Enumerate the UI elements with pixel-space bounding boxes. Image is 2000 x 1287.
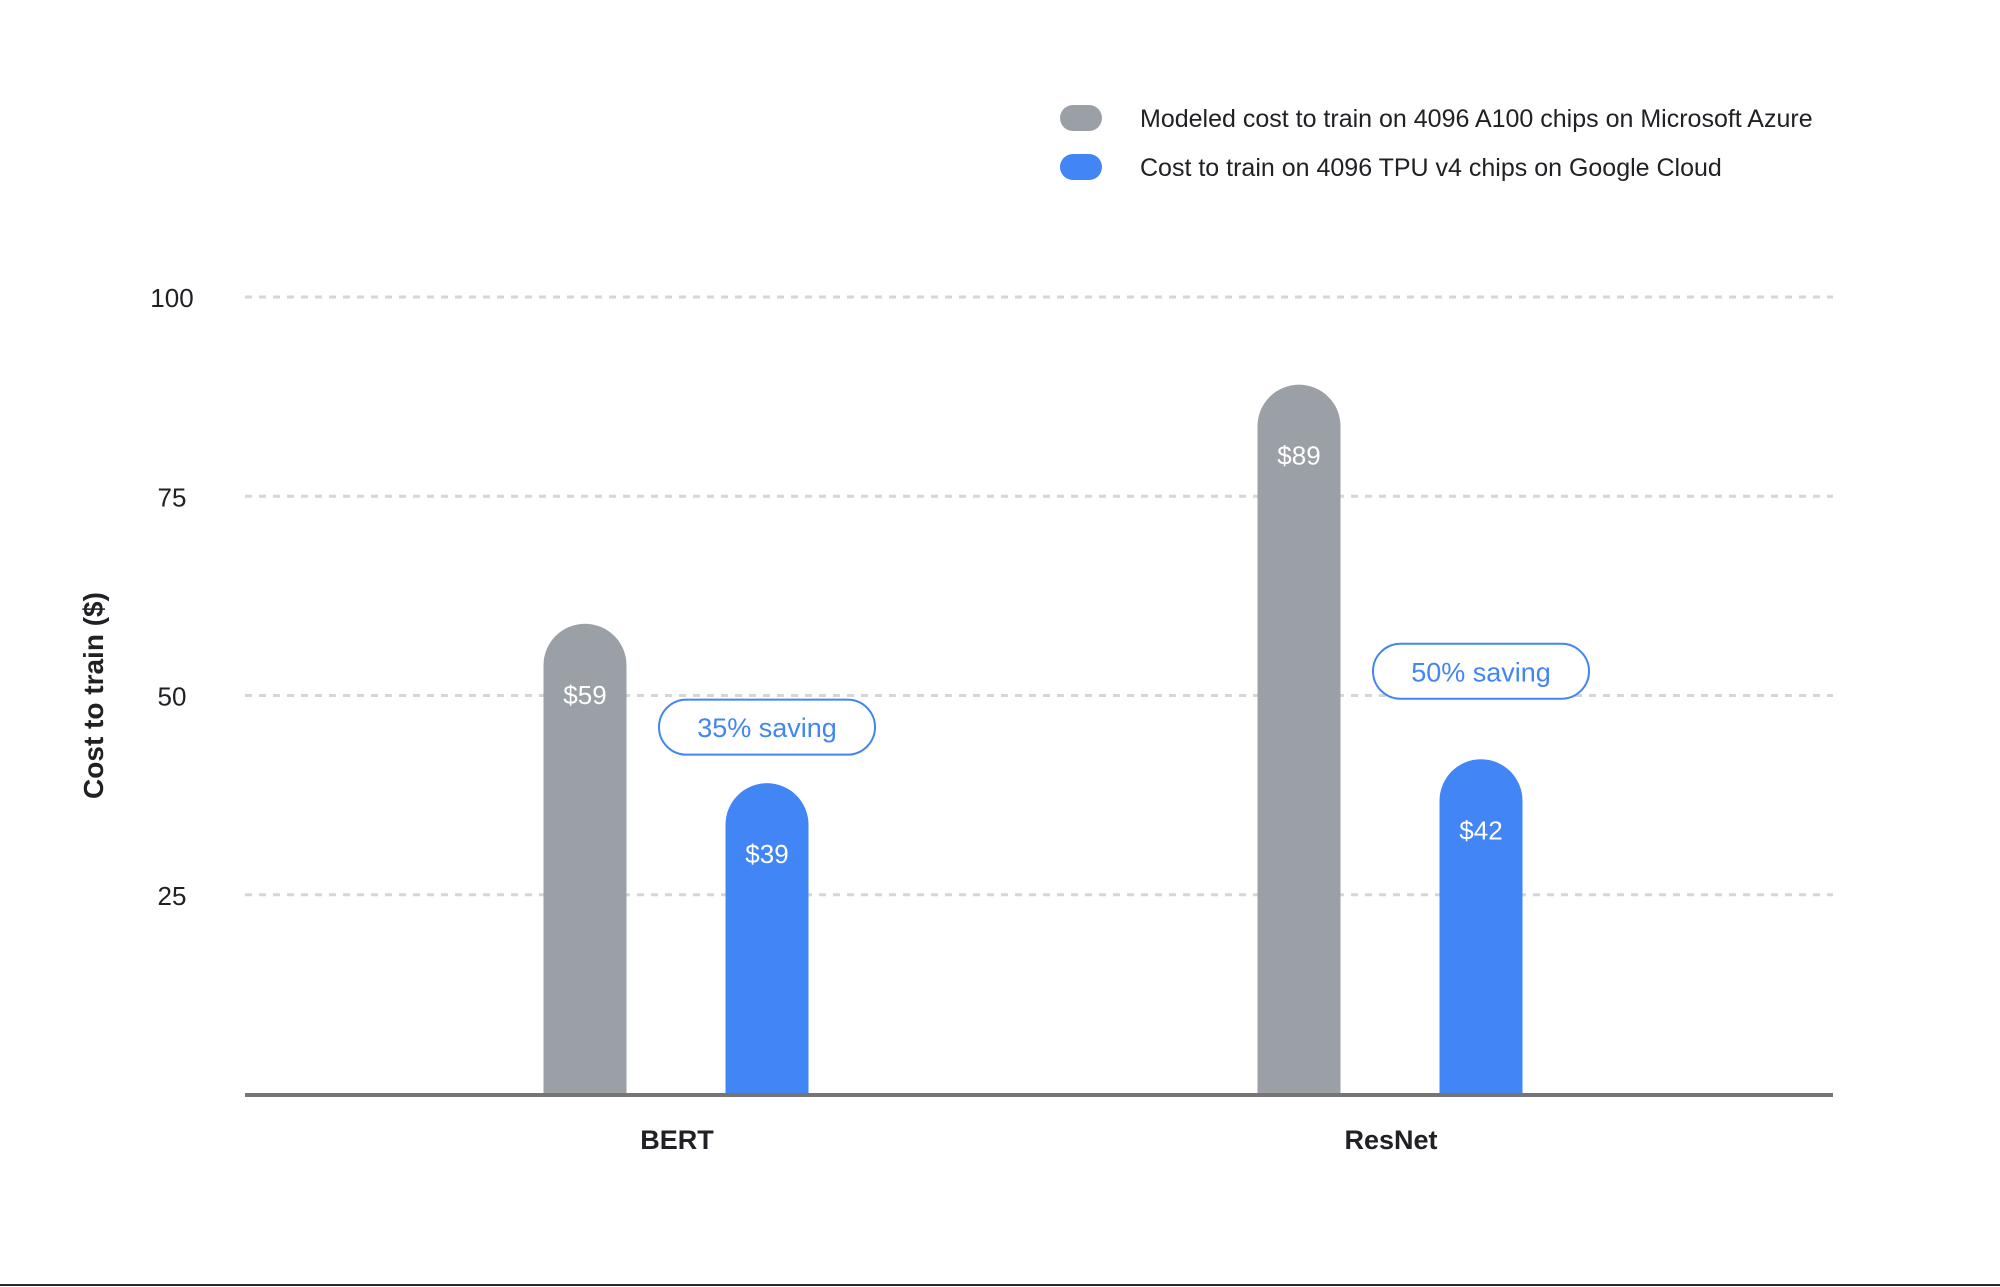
bar-value-label: $59 [563,680,606,710]
y-tick-label: 50 [158,682,187,712]
legend-label: Cost to train on 4096 TPU v4 chips on Go… [1140,154,1722,182]
bar [1439,759,1523,1094]
legend-swatch [1060,105,1102,131]
y-axis-title: Cost to train ($) [78,592,109,799]
bar-value-label: $42 [1459,815,1502,845]
bar [725,783,809,1094]
legend-swatch [1060,154,1102,180]
saving-badge [658,698,876,756]
saving-badge-label: 50% saving [1411,657,1551,687]
legend: Modeled cost to train on 4096 A100 chips… [1060,105,1813,182]
gridlines [245,295,1833,897]
bar [543,623,627,1094]
bar-value-label: $39 [745,839,788,869]
bar-value-label: $89 [1277,441,1320,471]
labels: 25 50 75 100 Cost to train ($) $59 $89 $39 $42 35… [78,283,1590,1155]
x-category-label: ResNet [1344,1125,1437,1155]
bottom-rule [0,1284,2000,1286]
y-tick-label: 25 [158,881,187,911]
bars [543,384,1523,1094]
legend-label: Modeled cost to train on 4096 A100 chips… [1140,105,1813,133]
bar [1257,384,1341,1094]
y-tick-label: 100 [150,283,193,313]
saving-badge-label: 35% saving [697,713,837,743]
x-category-label: BERT [640,1125,714,1155]
y-tick-label: 75 [158,482,187,512]
saving-badge [1372,642,1590,700]
